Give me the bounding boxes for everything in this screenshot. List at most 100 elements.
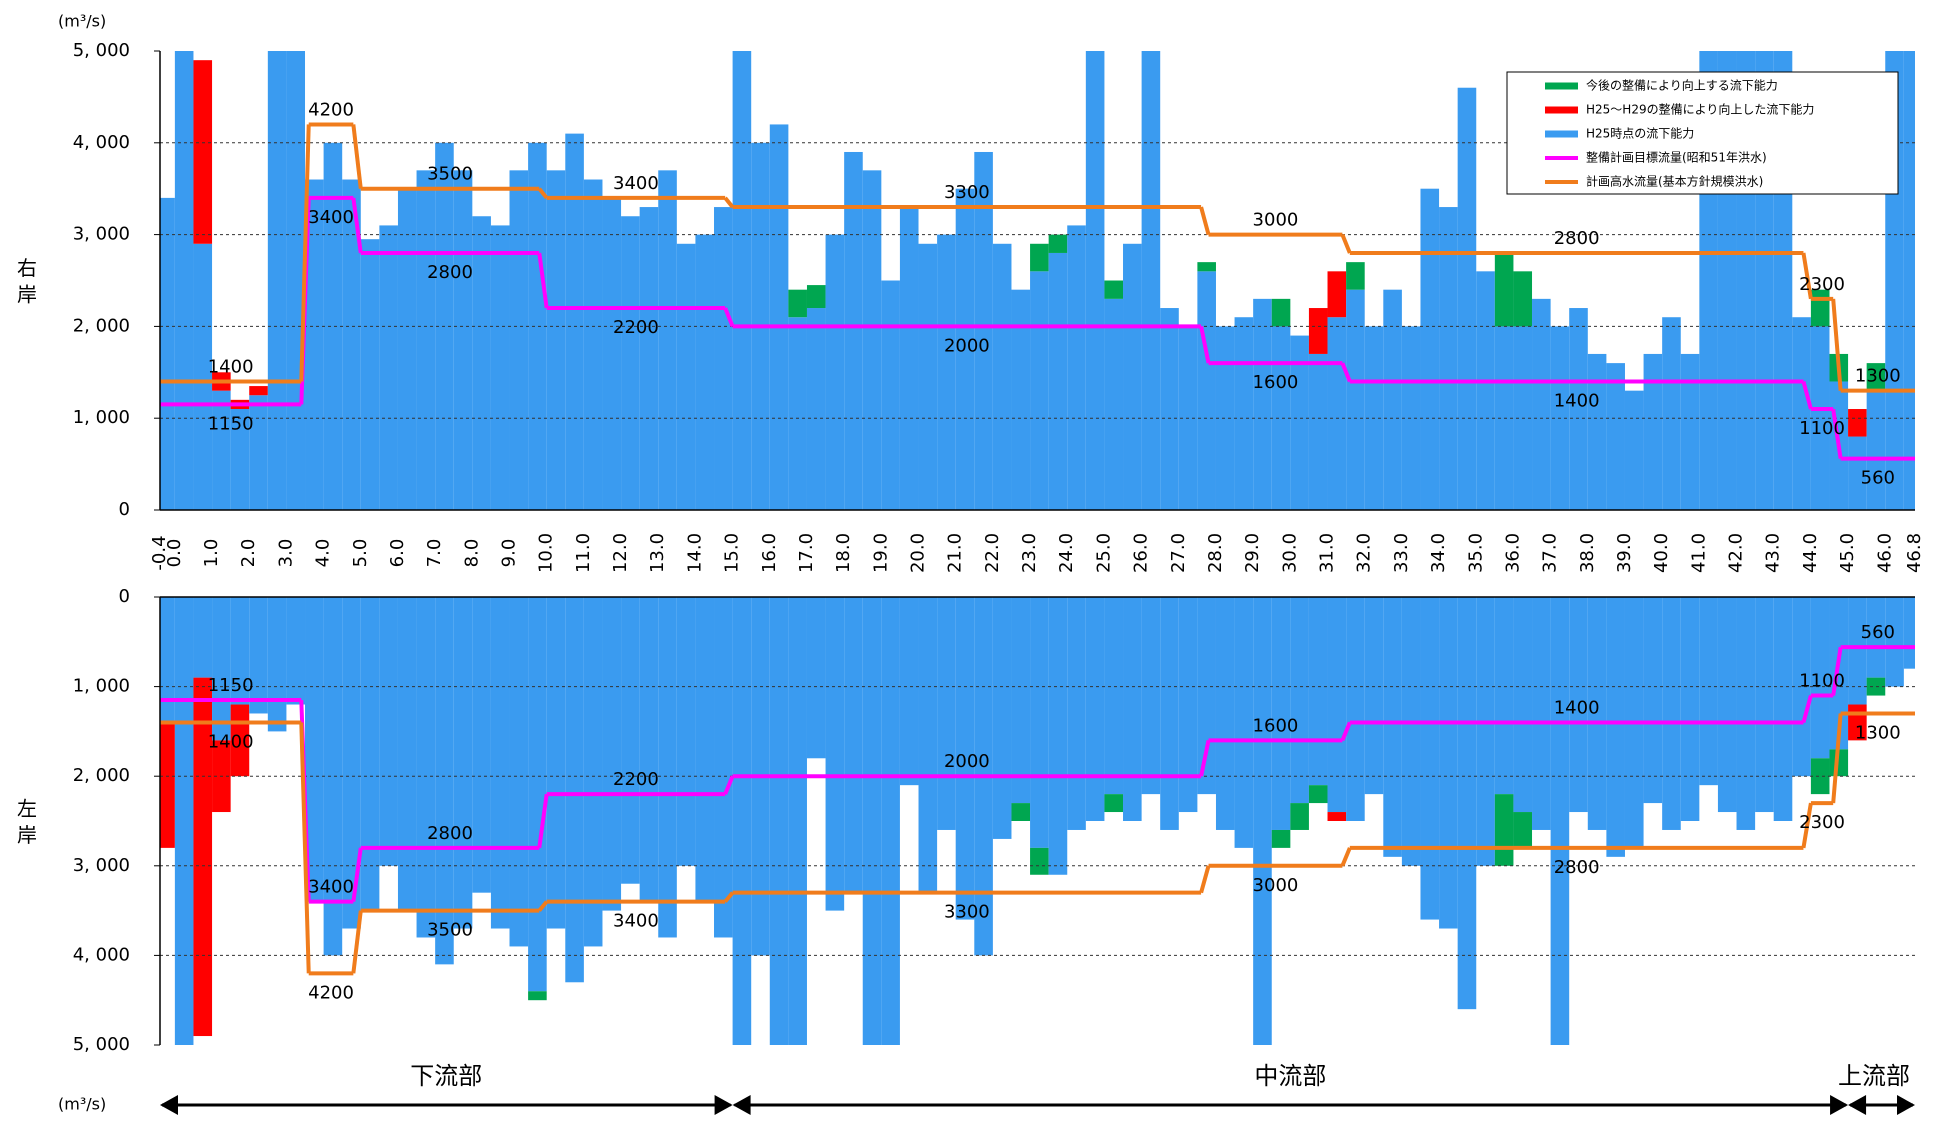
- bar: [639, 597, 659, 902]
- bar: [1755, 597, 1774, 813]
- bar: [1420, 188, 1440, 510]
- step-connector: [1831, 646, 1843, 696]
- bar: [1513, 271, 1533, 327]
- bar: [1197, 597, 1216, 795]
- bar: [1457, 87, 1477, 510]
- bar: [509, 597, 529, 947]
- step-connector: [537, 900, 549, 912]
- bar: [490, 597, 510, 929]
- bar: [1327, 317, 1347, 510]
- bar: [267, 51, 287, 510]
- step-label: 2300: [1799, 274, 1845, 295]
- step-connector: [1831, 298, 1843, 391]
- bar: [1569, 308, 1588, 510]
- bar: [621, 216, 640, 511]
- bar: [1848, 409, 1867, 437]
- legend-label: H25時点の流下能力: [1586, 127, 1694, 141]
- bar: [249, 395, 268, 510]
- y-unit: (m³/s): [58, 1095, 106, 1114]
- bar: [490, 225, 510, 511]
- x-tick-label: 23.0: [1019, 533, 1040, 573]
- step-connector: [1801, 252, 1813, 300]
- bar: [1401, 326, 1421, 510]
- legend-label: 今後の整備により向上する流下能力: [1586, 78, 1778, 93]
- step-connector: [723, 307, 735, 328]
- bar: [1327, 812, 1347, 821]
- step-connector: [1801, 380, 1813, 410]
- bar: [397, 597, 417, 911]
- bar: [1067, 597, 1086, 830]
- region-label: 中流部: [1254, 1062, 1326, 1090]
- x-tick-label: 12.0: [610, 533, 631, 573]
- step-connector: [351, 910, 363, 974]
- x-tick-label: 43.0: [1763, 533, 1784, 573]
- bar: [230, 409, 250, 510]
- bar: [788, 597, 807, 1045]
- bar: [1123, 597, 1142, 821]
- bar: [174, 51, 194, 510]
- bar: [230, 597, 250, 705]
- step-label: 3500: [427, 164, 473, 185]
- step-label: 560: [1861, 468, 1895, 489]
- bar: [732, 51, 752, 510]
- bar: [1271, 829, 1291, 848]
- x-tick-label: 33.0: [1391, 533, 1412, 573]
- legend-label: 計画高水流量(基本方針規模洪水): [1586, 174, 1763, 189]
- bar: [453, 170, 473, 510]
- bar: [1866, 677, 1886, 696]
- bar: [160, 722, 175, 848]
- y-tick-label: 0: [119, 586, 130, 607]
- bar: [1308, 353, 1328, 510]
- bar: [1439, 597, 1458, 929]
- bar: [1048, 252, 1068, 510]
- bar: [1699, 597, 1718, 786]
- y-tick-label: 2, 000: [73, 765, 130, 786]
- bar: [621, 597, 640, 884]
- bar: [1178, 597, 1198, 813]
- step-label: 3000: [1253, 875, 1299, 896]
- x-tick-label: 4.0: [313, 539, 334, 568]
- bar: [1866, 390, 1886, 510]
- step-connector: [1801, 802, 1813, 849]
- x-tick-label: 25.0: [1093, 533, 1114, 573]
- x-tick-label: 34.0: [1428, 533, 1449, 573]
- bar: [1030, 271, 1049, 510]
- y-tick-label: 5, 000: [73, 1034, 130, 1055]
- step-label: 1300: [1855, 722, 1901, 743]
- bar: [1253, 298, 1272, 510]
- x-tick-label: 45.0: [1837, 533, 1858, 573]
- bar: [1308, 785, 1328, 804]
- bar: [1030, 243, 1049, 272]
- x-tick-label: 17.0: [796, 533, 817, 573]
- y-tick-label: 2, 000: [73, 315, 130, 336]
- bar: [1680, 597, 1700, 821]
- bar: [881, 597, 900, 1045]
- bar: [160, 597, 175, 723]
- bar: [1215, 326, 1235, 510]
- bar: [212, 597, 231, 741]
- bar: [918, 597, 938, 893]
- bar: [305, 597, 324, 902]
- bar: [1160, 597, 1179, 830]
- bar: [1308, 597, 1328, 786]
- step-connector: [299, 722, 311, 974]
- bar: [1810, 597, 1830, 759]
- bar: [379, 225, 398, 511]
- step-label: 3400: [613, 173, 659, 194]
- step-connector: [1199, 865, 1211, 894]
- arrow-head: [1848, 1095, 1867, 1115]
- bar: [193, 597, 213, 678]
- bar: [1234, 597, 1254, 848]
- x-tick-label: 2.0: [238, 539, 259, 568]
- bar: [435, 597, 454, 965]
- step-connector: [351, 197, 363, 254]
- bar: [193, 243, 213, 510]
- step-connector: [1340, 362, 1352, 383]
- legend-label: H25～H29の整備により向上した流下能力: [1586, 102, 1814, 117]
- x-tick-label: 18.0: [833, 533, 854, 573]
- bar: [1439, 207, 1458, 510]
- x-tick-label: 28.0: [1205, 533, 1226, 573]
- x-tick-label: 30.0: [1279, 533, 1300, 573]
- bar: [1662, 317, 1681, 510]
- bar: [1271, 298, 1291, 327]
